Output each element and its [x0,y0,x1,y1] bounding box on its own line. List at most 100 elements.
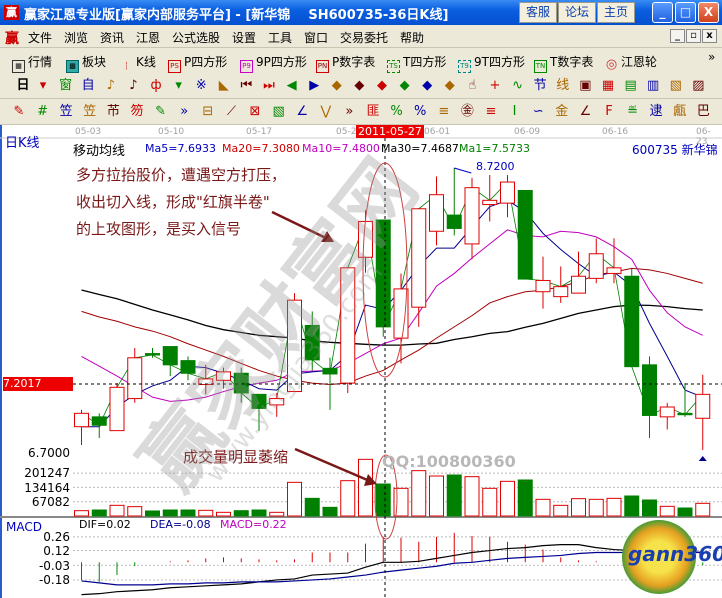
maximize-button[interactable]: □ [675,2,696,23]
menu-tools[interactable]: 工具 [268,31,293,45]
chart-tool-icon-2[interactable]: 自 [81,78,95,93]
chart-tool-icon-20[interactable]: + [489,78,501,93]
chart-tool-icon-29[interactable]: ▨ [692,78,705,93]
chart-tool-icon-5[interactable]: ф [150,78,162,93]
chart-tool-icon-21[interactable]: ∿ [512,78,524,93]
draw-tool-icon-21[interactable]: Ⅰ [512,104,517,119]
draw-tool-icon-15[interactable]: 匪 [366,104,380,119]
chart-tool-icon-14[interactable]: ◆ [354,78,365,93]
chart-tool-icon-28[interactable]: ▧ [669,78,682,93]
draw-tool-icon-8[interactable]: ⊟ [202,104,214,119]
menu-formula-select[interactable]: 公式选股 [172,31,221,45]
draw-tool-icon-11[interactable]: ▧ [272,104,285,119]
menu-file[interactable]: 文件 [28,31,53,45]
menu-trade[interactable]: 交易委托 [340,31,389,45]
forum-button[interactable]: 论坛 [558,2,596,23]
gann-wheel-icon: ◎ [605,57,618,72]
menu-window[interactable]: 窗口 [304,31,329,45]
mdi-restore-button[interactable]: ▫ [686,29,701,43]
toolbar-gann-wheel[interactable]: ◎ 江恩轮 [605,53,657,72]
period-select[interactable]: 日 [16,78,30,93]
chart-tool-icon-24[interactable]: ▣ [579,78,592,93]
draw-tool-icon-3[interactable]: 笠 [83,104,97,119]
chart-tool-icon-12[interactable]: ▶ [309,78,320,93]
candle-body [269,398,285,406]
draw-tool-icon-13[interactable]: ⋁ [320,104,332,119]
draw-tool-icon-27[interactable]: 逮 [649,104,663,119]
chart-tool-icon-26[interactable]: ▤ [624,78,637,93]
chart-tool-icon-3[interactable]: ♪ [106,78,115,93]
chart-tool-icon-25[interactable]: ▦ [601,78,615,93]
volume-bar [553,504,569,517]
draw-tool-icon-10[interactable]: ⊠ [249,104,261,119]
draw-tool-icon-9[interactable]: ⟋ [226,104,236,119]
draw-tool-icon-17[interactable]: % [414,104,427,119]
volume-tick: 134164 [24,481,70,495]
menu-gann[interactable]: 江恩 [136,31,161,45]
draw-tool-icon-14[interactable]: » [345,104,354,119]
draw-tool-icon-23[interactable]: 金 [555,104,569,119]
toolbar-9p-square[interactable]: P9 9P四方形 [240,53,307,73]
draw-tool-icon-16[interactable]: % [390,104,403,119]
draw-tool-icon-29[interactable]: 巴 [696,104,710,119]
toolbar-sectors[interactable]: ▩ 板块 [66,53,106,73]
chart-tool-icon-23[interactable]: 线 [556,78,570,93]
chart-tool-icon-15[interactable]: ◆ [377,78,387,93]
draw-tool-icon-7[interactable]: » [180,104,189,119]
mdi-close-button[interactable]: x [702,29,717,43]
draw-tool-icon-5[interactable]: 笏 [130,104,144,119]
toolbar-p-square[interactable]: PS P四方形 [168,53,227,73]
toolbar-more-button[interactable]: » [708,50,716,64]
draw-tool-icon-25[interactable]: F [605,104,613,119]
draw-tool-icon-24[interactable]: ∠ [579,104,592,119]
chart-tool-icon-18[interactable]: ◆ [444,78,455,93]
menu-help[interactable]: 帮助 [400,31,425,45]
gann360-logo: gann360 [622,520,722,594]
chart-tool-icon-4[interactable]: ♪ [129,78,138,93]
toolbar-label: 行情 [28,55,53,69]
kline-chart[interactable] [0,125,722,598]
toolbar-9t-square[interactable]: T9 9T四方形 [458,53,525,73]
chart-tool-icon-13[interactable]: ◆ [331,78,342,93]
homepage-button[interactable]: 主页 [597,2,635,23]
draw-tool-icon-2[interactable]: 笠 [59,104,73,119]
toolbar-p-table[interactable]: PN P数字表 [316,53,375,73]
minimize-button[interactable]: _ [652,2,673,23]
chart-tool-icon-1[interactable]: 窗 [59,78,73,93]
chart-tool-icon-7[interactable]: ※ [195,78,207,93]
chart-area[interactable] [0,125,722,598]
toolbar-t-square[interactable]: TS T四方形 [387,53,446,73]
draw-tool-icon-12[interactable]: ∠ [296,104,309,119]
toolbar-kline[interactable]: ┆ K线 [120,53,155,74]
draw-tool-icon-26[interactable]: ≝ [627,104,639,119]
draw-tool-icon-18[interactable]: ≡ [438,104,450,119]
chart-tool-icon-19[interactable]: ☝ [468,78,477,93]
draw-tool-icon-22[interactable]: ∽ [532,104,544,119]
ts-icon: TS [387,60,400,73]
menu-browse[interactable]: 浏览 [64,31,89,45]
chart-tool-icon-9[interactable]: ⏮ [240,78,253,93]
chart-tool-icon-6[interactable]: ▾ [175,78,182,93]
draw-tool-icon-1[interactable]: # [37,104,49,119]
chart-tool-icon-16[interactable]: ◆ [399,78,410,93]
chart-tool-icon-22[interactable]: 节 [533,78,547,93]
toolbar-quotes[interactable]: ▦ 行情 [12,53,52,73]
draw-tool-icon-20[interactable]: ≡ [485,104,497,119]
draw-tool-icon-0[interactable]: ✎ [13,104,25,119]
chart-tool-icon-11[interactable]: ◀ [286,78,297,93]
customer-service-button[interactable]: 客服 [519,2,557,23]
chart-tool-icon-8[interactable]: ◣ [218,78,229,93]
chart-tool-icon-27[interactable]: ▥ [647,78,660,93]
chart-tool-icon-17[interactable]: ◆ [422,78,433,93]
draw-tool-icon-4[interactable]: 芇 [106,104,120,119]
menu-news[interactable]: 资讯 [100,31,125,45]
chart-tool-icon-0[interactable]: ▾ [39,78,47,93]
toolbar-t-table[interactable]: TN T数字表 [534,53,593,73]
chart-tool-icon-10[interactable]: ⏭ [263,78,275,93]
mdi-minimize-button[interactable]: _ [670,29,685,43]
draw-tool-icon-6[interactable]: ✎ [155,104,167,119]
menu-settings[interactable]: 设置 [232,31,257,45]
draw-tool-icon-19[interactable]: ㊎ [460,104,474,119]
close-button[interactable]: X [698,2,719,23]
draw-tool-icon-28[interactable]: 甗 [673,104,687,119]
